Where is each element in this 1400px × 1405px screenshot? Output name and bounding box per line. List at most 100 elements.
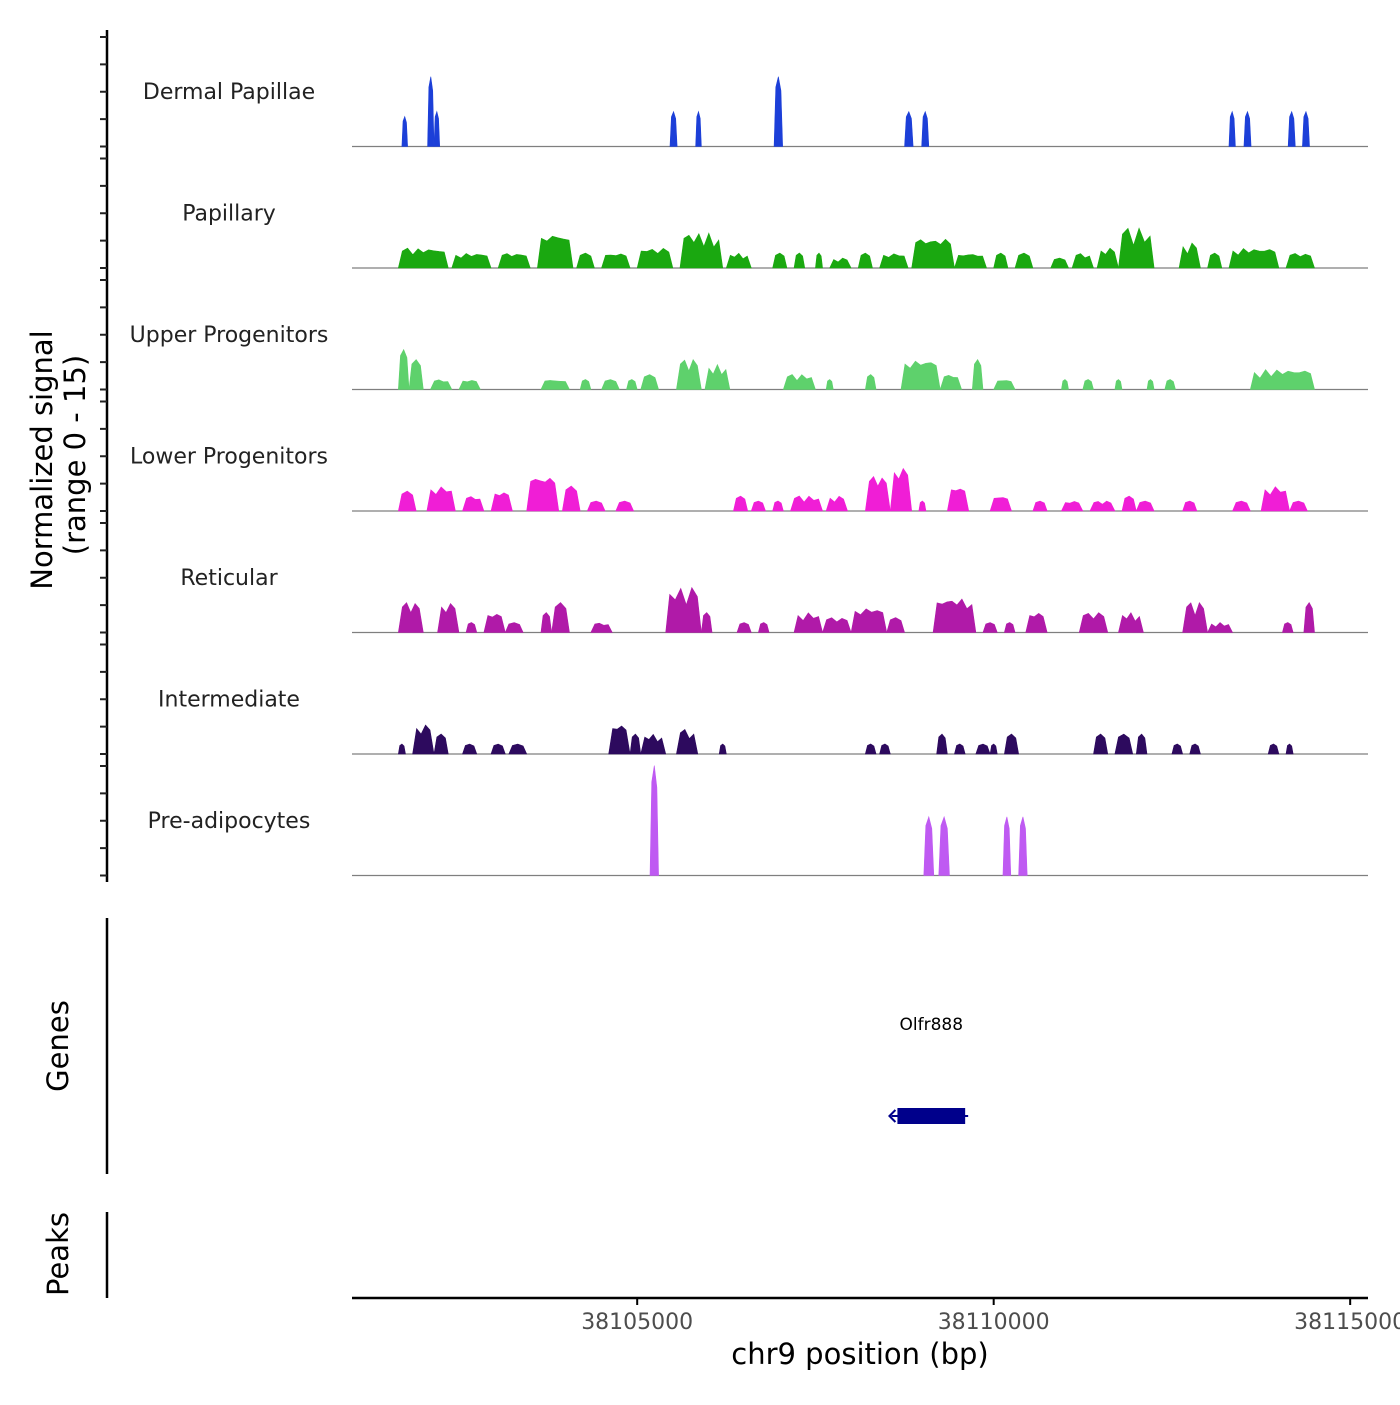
coverage-peak bbox=[601, 253, 631, 269]
coverage-tracks: Dermal Papillae Papillary Upper Progenitor… bbox=[100, 36, 1368, 877]
coverage-peak bbox=[397, 743, 406, 755]
coverage-peak bbox=[904, 110, 914, 147]
coverage-peak bbox=[526, 477, 560, 512]
track-pre-adipocytes: Pre-adipocytes bbox=[100, 765, 1368, 877]
coverage-peak bbox=[508, 743, 528, 755]
gene-track: Olfr888 bbox=[888, 1015, 969, 1124]
coverage-peak bbox=[879, 743, 891, 755]
coverage-peak bbox=[429, 379, 453, 390]
coverage-peak bbox=[1287, 110, 1296, 147]
coverage-peak bbox=[889, 467, 913, 512]
coverage-peak bbox=[1003, 622, 1016, 633]
coverage-peak bbox=[1114, 733, 1134, 755]
y-axis-title-line1: Normalized signal bbox=[25, 330, 59, 589]
coverage-peak bbox=[954, 254, 987, 269]
coverage-peak bbox=[490, 492, 513, 512]
track-label: Reticular bbox=[180, 566, 278, 591]
track-lower-progenitors: Lower Progenitors bbox=[100, 400, 1368, 512]
coverage-peak bbox=[772, 500, 784, 512]
coverage-peak bbox=[1228, 248, 1280, 269]
track-upper-progenitors: Upper Progenitors bbox=[100, 279, 1368, 391]
peaks-axis-title: Peaks bbox=[41, 1212, 75, 1296]
coverage-peak bbox=[427, 76, 435, 147]
x-axis-title: chr9 position (bp) bbox=[731, 1337, 988, 1371]
coverage-peak bbox=[490, 743, 506, 755]
coverage-peak bbox=[790, 495, 823, 512]
coverage-peak bbox=[397, 247, 449, 269]
track-dermal-papillae: Dermal Papillae bbox=[100, 36, 1368, 148]
coverage-peak bbox=[537, 235, 574, 269]
coverage-peak bbox=[1114, 379, 1123, 390]
coverage-peak bbox=[1135, 500, 1155, 512]
coverage-peak bbox=[629, 733, 642, 755]
coverage-peak bbox=[458, 380, 481, 390]
coverage-peak bbox=[426, 486, 456, 512]
coverage-peak bbox=[1146, 379, 1155, 390]
track-papillary: Papillary bbox=[100, 157, 1368, 269]
coverage-peak bbox=[793, 612, 823, 633]
coverage-peak bbox=[1282, 622, 1294, 633]
coverage-peak bbox=[1249, 369, 1315, 390]
coverage-peak bbox=[750, 500, 766, 512]
coverage-peak bbox=[1302, 110, 1310, 147]
coverage-peak bbox=[649, 765, 659, 876]
coverage-peak bbox=[504, 622, 524, 633]
coverage-peak bbox=[1060, 501, 1084, 512]
coverage-peak bbox=[825, 495, 848, 512]
coverage-peak bbox=[401, 115, 408, 147]
track-intermediate: Intermediate bbox=[100, 643, 1368, 755]
gene-label: Olfr888 bbox=[900, 1015, 964, 1035]
coverage-peak bbox=[483, 614, 506, 633]
coverage-peak bbox=[1118, 227, 1155, 269]
coverage-peak bbox=[679, 232, 724, 269]
coverage-peak bbox=[758, 622, 770, 633]
coverage-peak bbox=[725, 252, 752, 269]
coverage-peak bbox=[864, 743, 877, 755]
coverage-peak bbox=[704, 363, 731, 390]
coverage-peak bbox=[1096, 247, 1119, 269]
coverage-peak bbox=[462, 496, 485, 512]
coverage-peak bbox=[408, 359, 424, 390]
coverage-peak bbox=[975, 743, 991, 755]
coverage-peak bbox=[669, 110, 678, 147]
coverage-peak bbox=[1093, 733, 1109, 755]
coverage-peak bbox=[551, 602, 570, 633]
coverage-peak bbox=[857, 252, 873, 269]
coverage-peak bbox=[1164, 379, 1176, 390]
coverage-peak bbox=[1082, 379, 1094, 390]
coverage-peak bbox=[576, 252, 595, 269]
coverage-peak bbox=[640, 733, 667, 755]
coverage-peak bbox=[437, 603, 460, 633]
coverage-peak bbox=[433, 110, 441, 147]
track-label: Dermal Papillae bbox=[143, 80, 315, 105]
coverage-peak bbox=[397, 602, 424, 633]
coverage-peak bbox=[1207, 622, 1234, 633]
coverage-peak bbox=[1014, 252, 1034, 269]
coverage-peak bbox=[900, 360, 941, 390]
coverage-peak bbox=[1002, 816, 1012, 876]
coverage-peak bbox=[1171, 743, 1184, 755]
coverage-peak bbox=[465, 622, 478, 633]
track-label: Upper Progenitors bbox=[130, 323, 329, 348]
coverage-peak bbox=[636, 248, 674, 269]
coverage-peak bbox=[733, 495, 749, 512]
x-tick-label: 38115000 bbox=[1294, 1310, 1400, 1335]
coverage-peak bbox=[886, 617, 905, 633]
coverage-peak bbox=[1285, 253, 1315, 269]
coverage-peak bbox=[1260, 486, 1290, 512]
y-axis-title-line2: (range 0 - 15) bbox=[58, 355, 92, 555]
coverage-peak bbox=[676, 729, 699, 755]
coverage-peak bbox=[829, 257, 852, 269]
coverage-peak bbox=[695, 110, 702, 147]
coverage-peak bbox=[815, 252, 823, 269]
coverage-peak bbox=[451, 253, 492, 269]
coverage-peak bbox=[822, 617, 852, 633]
coverage-peak bbox=[1289, 500, 1308, 512]
coverage-peak bbox=[1182, 500, 1198, 512]
coverage-peak bbox=[1189, 743, 1201, 755]
coverage-peak bbox=[601, 379, 620, 390]
coverage-peak bbox=[923, 815, 935, 876]
coverage-peak bbox=[938, 815, 950, 876]
coverage-peak bbox=[918, 500, 927, 512]
